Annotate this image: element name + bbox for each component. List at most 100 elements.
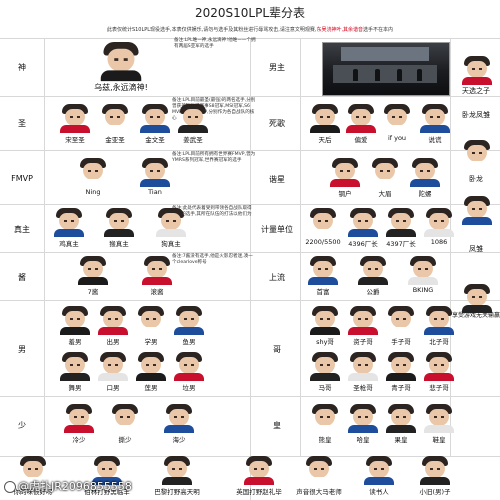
player-name: 1086 <box>430 238 448 246</box>
player-name: 悲子哥 <box>429 384 449 392</box>
player-avatar <box>142 256 172 285</box>
player-avatar <box>358 256 388 285</box>
player-avatar <box>174 306 204 335</box>
player-card: 钢户 <box>322 158 368 202</box>
player-card: 你的味很好呀 <box>10 456 56 500</box>
watermark-text: @虎扑JR2096855558 <box>18 480 132 493</box>
player-name: BKING <box>412 286 434 294</box>
player-avatar <box>156 208 186 237</box>
row-label-shen: 神 <box>18 63 26 72</box>
player-avatar <box>100 42 142 82</box>
row-label-zhenzhu: 真主 <box>14 225 30 234</box>
player-name: 海少 <box>172 436 186 444</box>
row-label-huang: 皇 <box>273 421 281 430</box>
player-avatar <box>162 456 192 485</box>
player-card: Ning <box>70 158 116 202</box>
player-name: 小旧(男)子 <box>419 488 451 496</box>
watermark: @虎扑JR2096855558 <box>4 478 132 494</box>
player-avatar <box>386 352 416 381</box>
player-name: 你的味很好呀 <box>13 488 53 496</box>
player-avatar <box>370 158 400 187</box>
player-card: 北子哥 <box>416 306 462 350</box>
side-label-tianxuan: 天选之子 <box>462 87 490 95</box>
player-card: 首富 <box>300 256 346 300</box>
grid-col-line <box>250 38 251 500</box>
player-card: 悲子哥 <box>416 352 462 396</box>
player-avatar <box>98 352 128 381</box>
player-card: 青子哥 <box>378 352 424 396</box>
player-name: 北子哥 <box>429 338 449 346</box>
player-avatar <box>462 56 492 85</box>
player-card: 撕少 <box>102 404 148 448</box>
player-name: shy哥 <box>316 338 334 346</box>
player-name: 乌兹,永远滴神! <box>94 83 148 92</box>
player-name: 偏爱 <box>354 136 368 144</box>
row-label-fmvp: FMVP <box>11 174 33 183</box>
player-card: 金文圣 <box>132 104 178 148</box>
player-card: 鸡真主 <box>46 208 92 252</box>
player-name: 天后 <box>318 136 332 144</box>
player-name: 口男 <box>106 384 120 392</box>
side-label-wolongfengchu: 卧龙凤雏 <box>462 111 490 119</box>
player-name: 2200/5500 <box>305 238 341 246</box>
stage-photo <box>322 42 450 96</box>
player-card: 舞男 <box>52 352 98 396</box>
player-card: 资子哥 <box>340 306 386 350</box>
player-avatar <box>348 404 378 433</box>
player-card: shy哥 <box>302 306 348 350</box>
row-label-sheng: 圣 <box>18 119 26 128</box>
player-avatar <box>382 104 412 133</box>
player-avatar <box>98 306 128 335</box>
player-avatar <box>462 284 492 313</box>
stage-figure <box>397 69 402 81</box>
player-name: 圣枪哥 <box>353 384 373 392</box>
player-avatar <box>424 404 454 433</box>
player-avatar <box>178 104 208 133</box>
player-card: 1086 <box>416 208 462 252</box>
player-avatar <box>110 404 140 433</box>
player-avatar <box>330 158 360 187</box>
player-avatar <box>424 208 454 237</box>
player-avatar <box>386 404 416 433</box>
row-label-sige: 死歌 <box>269 119 285 128</box>
player-card: 鱼男 <box>166 306 212 350</box>
desc-sheng: 备注:LPL目前最圣(最强)的两名选手,分别曾获英雄联盟赛事S8冠军,MSI冠军… <box>172 98 256 121</box>
player-card: 偏爱 <box>338 104 384 148</box>
player-avatar <box>462 196 492 225</box>
player-name: 公爵 <box>366 288 380 296</box>
player-name: 莲男 <box>144 384 158 392</box>
row-label-xiexing: 谐星 <box>269 175 285 184</box>
player-name: 说谎 <box>428 136 442 144</box>
grid-col-line <box>44 38 45 456</box>
player-avatar <box>408 256 438 285</box>
player-card: 手子哥 <box>378 306 424 350</box>
player-avatar <box>310 306 340 335</box>
player-name: if you <box>387 134 407 142</box>
stage-figure <box>417 69 422 81</box>
row-label-nan: 男 <box>18 345 26 354</box>
player-avatar <box>60 352 90 381</box>
player-name: 狗真主 <box>161 240 181 248</box>
player-card: 猴真主 <box>96 208 142 252</box>
stage-figure <box>375 69 380 81</box>
player-avatar <box>462 140 492 169</box>
player-avatar <box>346 104 376 133</box>
player-card: 说谎 <box>412 104 458 148</box>
player-avatar <box>310 104 340 133</box>
grid-col-line <box>450 38 451 456</box>
player-avatar <box>348 352 378 381</box>
player-avatar <box>308 208 338 237</box>
player-card: 公爵 <box>350 256 396 300</box>
player-avatar <box>308 256 338 285</box>
player-avatar <box>136 352 166 381</box>
player-card: 果皇 <box>378 404 424 448</box>
player-name: 冷少 <box>72 436 86 444</box>
side-label-fengchu: 凤雏 <box>469 245 483 253</box>
row-label-jiliang: 计量单位 <box>261 225 293 234</box>
player-name: 滚酱 <box>150 288 164 296</box>
player-card: 圣枪哥 <box>340 352 386 396</box>
player-card: 姜武圣 <box>170 104 216 148</box>
hupu-logo-icon <box>4 481 16 493</box>
player-name: 青子哥 <box>391 384 411 392</box>
player-avatar <box>78 256 108 285</box>
